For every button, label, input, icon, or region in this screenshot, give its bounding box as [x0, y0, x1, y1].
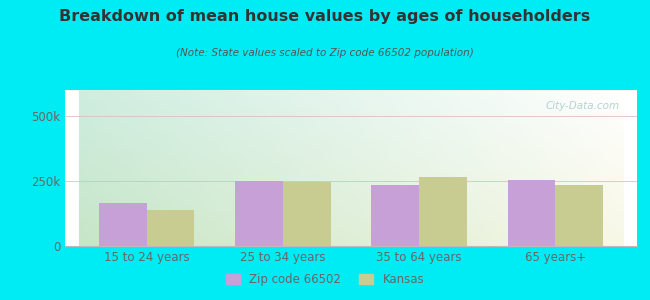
Bar — [419, 177, 467, 246]
Bar — [508, 181, 555, 246]
Text: City-Data.com: City-Data.com — [546, 101, 620, 111]
Legend: Zip code 66502, Kansas: Zip code 66502, Kansas — [221, 269, 429, 291]
Text: Breakdown of mean house values by ages of householders: Breakdown of mean house values by ages o… — [59, 9, 591, 24]
Bar — [99, 203, 147, 246]
Bar — [283, 182, 331, 246]
Bar — [371, 185, 419, 246]
Text: (Note: State values scaled to Zip code 66502 population): (Note: State values scaled to Zip code 6… — [176, 48, 474, 58]
Bar — [235, 181, 283, 246]
Bar — [147, 210, 194, 246]
Bar — [555, 185, 603, 246]
